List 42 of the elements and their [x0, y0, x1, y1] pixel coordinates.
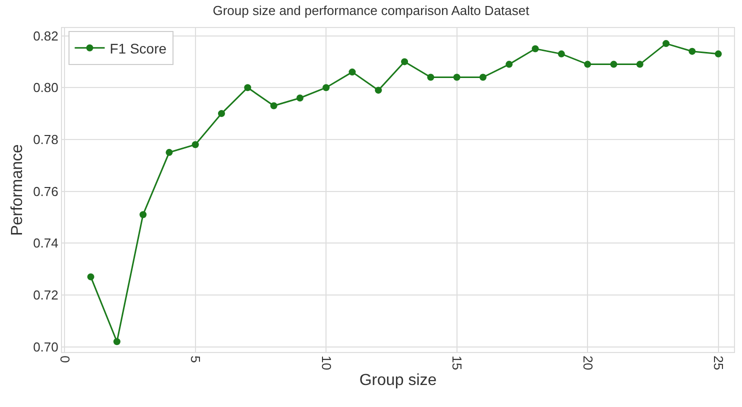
point	[453, 74, 460, 81]
point	[270, 102, 278, 110]
chart-title: Group size and performance comparison Aalto Dataset	[212, 3, 530, 18]
point	[662, 40, 670, 48]
point	[636, 60, 644, 68]
point	[479, 74, 486, 81]
point	[192, 141, 199, 148]
point	[714, 50, 722, 58]
point	[348, 68, 356, 76]
y-tick-label: 0.76	[33, 184, 58, 199]
point	[610, 60, 618, 68]
y-tick-label: 0.72	[33, 288, 58, 303]
point	[688, 48, 696, 55]
point	[374, 86, 382, 94]
y-tick-label: 0.82	[33, 28, 58, 44]
point	[296, 94, 304, 102]
point	[87, 273, 94, 280]
y-tick-label: 0.78	[33, 132, 58, 148]
point	[140, 211, 147, 218]
point	[244, 84, 252, 92]
y-tick-label: 0.80	[33, 80, 58, 96]
point	[584, 60, 592, 68]
point	[506, 60, 513, 68]
x-tick-label: 0	[57, 356, 72, 363]
x-axis-title: Group size	[359, 372, 437, 389]
y-axis-title: Performance	[8, 144, 26, 236]
point	[218, 110, 225, 118]
x-tick-label: 15	[450, 356, 465, 370]
x-tick-label: 20	[580, 356, 596, 370]
point	[532, 45, 539, 52]
point	[427, 74, 434, 81]
point	[166, 148, 173, 156]
x-tick-label: 10	[318, 356, 334, 370]
point	[113, 338, 120, 346]
x-tick-label: 5	[188, 356, 204, 363]
point	[401, 58, 408, 66]
y-tick-label: 0.70	[33, 339, 58, 354]
legend-label: F1 Score	[110, 40, 167, 56]
point	[322, 84, 330, 92]
x-tick-label: 25	[711, 356, 726, 370]
y-tick-label: 0.74	[33, 236, 58, 251]
point	[558, 50, 565, 58]
